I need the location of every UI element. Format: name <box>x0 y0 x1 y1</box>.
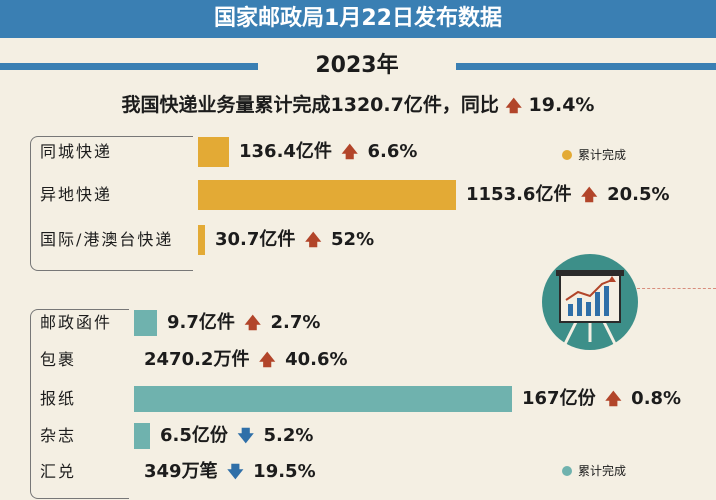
value-label: 349万笔 🡇 19.5% <box>144 461 316 483</box>
value-text: 167亿份 <box>522 388 596 409</box>
value-label: 2470.2万件 🡅 40.6% <box>144 349 348 371</box>
value-text: 349万笔 <box>144 461 218 482</box>
value-label: 30.7亿件 🡅 52% <box>215 229 374 251</box>
category-label: 同城快递 <box>40 142 113 161</box>
express-group-bracket <box>30 136 193 271</box>
category-label: 报纸 <box>40 389 77 408</box>
down-arrow-icon: 🡇 <box>231 426 260 445</box>
legend-dot-express <box>562 150 572 160</box>
header-title: 国家邮政局1月22日发布数据 <box>214 6 502 31</box>
change-value: 19.5% <box>253 461 316 482</box>
bar-2 <box>134 386 512 412</box>
year-line-right <box>456 63 716 70</box>
value-text: 6.5亿份 <box>160 425 228 446</box>
change-value: 52% <box>331 229 375 250</box>
header-banner: 国家邮政局1月22日发布数据 <box>0 0 716 38</box>
value-text: 1153.6亿件 <box>466 184 572 205</box>
change-value: 2.7% <box>270 312 321 333</box>
down-arrow-icon: 🡇 <box>221 462 250 481</box>
value-label: 6.5亿份 🡇 5.2% <box>160 425 313 447</box>
bar-2 <box>198 225 205 255</box>
presentation-board-growth-chart-icon <box>540 252 640 352</box>
bar-1 <box>198 180 456 210</box>
change-value: 0.8% <box>631 388 682 409</box>
summary-change: 19.4% <box>528 94 595 116</box>
legend-postal: 累计完成 <box>562 463 626 479</box>
category-label: 杂志 <box>40 426 77 445</box>
value-label: 9.7亿件 🡅 2.7% <box>167 312 320 334</box>
category-label: 邮政函件 <box>40 313 113 332</box>
value-text: 2470.2万件 <box>144 349 250 370</box>
up-arrow-icon: 🡅 <box>253 350 282 369</box>
change-value: 6.6% <box>367 141 418 162</box>
year-divider: 2023年 <box>0 48 716 84</box>
up-arrow-icon: 🡅 <box>575 185 604 204</box>
up-arrow-icon: 🡅 <box>238 313 267 332</box>
legend-express-label: 累计完成 <box>578 148 627 162</box>
summary-line: 我国快递业务量累计完成1320.7亿件，同比 🡅 19.4% <box>0 92 716 119</box>
value-label: 136.4亿件 🡅 6.6% <box>239 141 417 163</box>
year-label: 2023年 <box>315 53 399 78</box>
legend-express: 累计完成 <box>562 147 626 163</box>
year-line-left <box>0 63 258 70</box>
change-value: 20.5% <box>607 184 670 205</box>
value-label: 1153.6亿件 🡅 20.5% <box>466 184 670 206</box>
summary-text: 我国快递业务量累计完成1320.7亿件，同比 <box>121 94 499 116</box>
value-text: 136.4亿件 <box>239 141 332 162</box>
change-value: 40.6% <box>285 349 348 370</box>
up-arrow-icon: 🡅 <box>299 230 328 249</box>
bar-0 <box>198 137 229 167</box>
bar-3 <box>134 423 150 449</box>
value-label: 167亿份 🡅 0.8% <box>522 388 681 410</box>
category-label: 包裹 <box>40 350 77 369</box>
up-arrow-icon: 🡅 <box>599 389 628 408</box>
summary-up-arrow-icon: 🡅 <box>505 96 522 115</box>
legend-dot-postal <box>562 466 572 476</box>
bar-0 <box>134 310 157 336</box>
category-label: 异地快递 <box>40 185 113 204</box>
postal-group-bracket <box>30 309 129 499</box>
change-value: 5.2% <box>263 425 314 446</box>
legend-postal-label: 累计完成 <box>578 464 627 478</box>
up-arrow-icon: 🡅 <box>335 142 364 161</box>
value-text: 30.7亿件 <box>215 229 296 250</box>
value-text: 9.7亿件 <box>167 312 235 333</box>
category-label: 汇兑 <box>40 462 77 481</box>
category-label: 国际/港澳台快递 <box>40 230 174 249</box>
